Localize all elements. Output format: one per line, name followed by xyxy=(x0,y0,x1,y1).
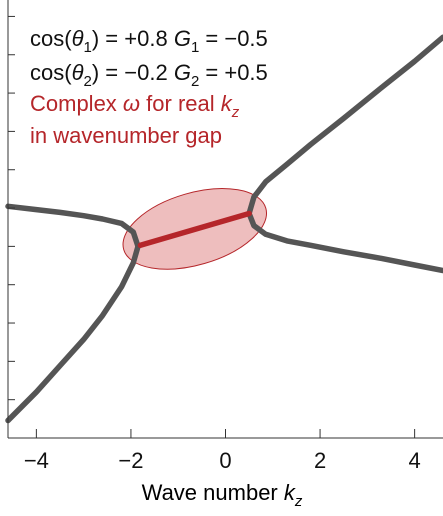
dispersion-branch-4 xyxy=(246,210,443,274)
x-tick-label: −2 xyxy=(118,448,143,473)
annotation-wavenumber-gap: in wavenumber gap xyxy=(30,123,222,148)
x-tick-label: −4 xyxy=(24,448,49,473)
dispersion-branch-1 xyxy=(5,203,141,250)
x-axis-label: Wave number kz xyxy=(142,480,303,510)
x-tick-label: 0 xyxy=(219,448,231,473)
gap-segment xyxy=(137,210,252,249)
plot-area xyxy=(5,34,443,424)
x-tick-label: 2 xyxy=(314,448,326,473)
annotation-cos-theta2: cos(θ2) = −0.2 G2 = +0.5 xyxy=(30,60,268,90)
annotations: cos(θ1) = +0.8 G1 = −0.5 cos(θ2) = −0.2 … xyxy=(30,26,268,148)
x-tick-label: 4 xyxy=(409,448,421,473)
annotation-complex-omega: Complex ω for real kz xyxy=(30,91,240,121)
axes: −4 −2 0 2 4 xyxy=(7,0,443,473)
dispersion-branch-3 xyxy=(246,34,443,217)
annotation-cos-theta1: cos(θ1) = +0.8 G1 = −0.5 xyxy=(30,26,268,56)
dispersion-branch-2 xyxy=(5,243,141,424)
